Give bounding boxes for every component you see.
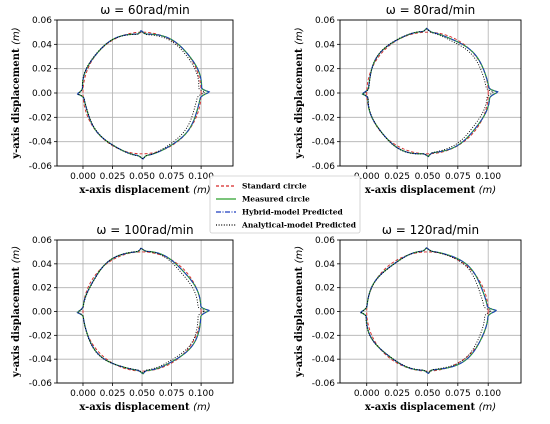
y-tick-label: 0.06: [32, 236, 52, 246]
y-tick-label: -0.02: [29, 331, 52, 341]
legend-label: Hybrid-model Predicted: [242, 208, 344, 217]
x-tick-label: 0.075: [445, 172, 471, 182]
x-tick-label: 0.050: [129, 389, 155, 399]
y-tick-label: 0.04: [315, 40, 335, 50]
y-tick-label: -0.02: [312, 113, 335, 123]
x-tick-label: 0.075: [159, 172, 185, 182]
series-hybrid: [76, 247, 211, 375]
subplot-4: 0.000 0.025 0.050 0.075 0.100 0.06 0.04 0.02 0.0…: [294, 223, 522, 413]
y-tick-label: -0.04: [29, 138, 53, 148]
x-axis-label: x-axis displacement (m): [365, 185, 496, 196]
y-tick-label: 0.02: [315, 284, 335, 294]
series-hybrid: [361, 27, 499, 158]
y-tick-label: -0.04: [312, 138, 336, 148]
subplot-title: ω = 100rad/min: [96, 223, 193, 237]
x-tick-label: 0.025: [384, 389, 410, 399]
x-tick-label: 0.100: [475, 389, 501, 399]
series-measured: [361, 27, 499, 158]
y-tick-label: 0.04: [315, 260, 335, 270]
subplot-2: 0.000 0.025 0.050 0.075 0.100 0.06 0.04 0.02 0.0…: [294, 3, 522, 196]
subplot-1: 0.000 0.025 0.050 0.075 0.100 0.06 0.04 0.02 0.0…: [11, 3, 234, 196]
x-tick-label: 0.050: [129, 172, 155, 182]
y-tick-label: -0.06: [312, 379, 336, 389]
x-tick-label: 0.100: [475, 172, 501, 182]
y-tick-label: 0.00: [32, 308, 52, 318]
legend: Standard circle Measured circle Hybrid-mod…: [209, 175, 361, 234]
x-tick-label: 0.100: [188, 389, 214, 399]
series-hybrid: [76, 30, 211, 160]
series-standard: [366, 31, 489, 155]
x-axis-label: x-axis displacement (m): [365, 402, 496, 413]
series-analytical: [77, 247, 206, 374]
x-tick-label: 0.050: [415, 172, 441, 182]
y-tick-label: 0.06: [315, 16, 335, 26]
series-measured: [76, 30, 211, 160]
y-tick-label: -0.02: [29, 113, 52, 123]
x-tick-label: 0.025: [100, 389, 126, 399]
y-tick-label: -0.06: [312, 162, 336, 172]
x-tick-label: 0.075: [159, 389, 185, 399]
legend-label: Standard circle: [242, 182, 307, 191]
y-tick-label: -0.06: [29, 379, 53, 389]
y-axis-label: y-axis displacement (m): [11, 27, 22, 159]
legend-label: Measured circle: [242, 195, 310, 204]
y-tick-label: 0.06: [315, 236, 335, 246]
x-tick-label: 0.000: [354, 172, 380, 182]
subplot-title: ω = 120rad/min: [382, 223, 479, 237]
x-tick-label: 0.025: [100, 172, 126, 182]
y-tick-label: 0.00: [315, 308, 335, 318]
y-tick-label: -0.04: [29, 355, 53, 365]
series-analytical: [77, 31, 206, 160]
y-tick-label: 0.06: [32, 16, 52, 26]
y-axis-label: y-axis displacement (m): [294, 246, 305, 378]
y-tick-label: 0.02: [32, 284, 52, 294]
x-tick-label: 0.050: [415, 389, 441, 399]
x-tick-label: 0.075: [445, 389, 471, 399]
y-tick-label: 0.04: [32, 260, 52, 270]
y-tick-label: -0.06: [29, 162, 53, 172]
series-measured: [76, 247, 210, 375]
subplot-title: ω = 80rad/min: [386, 3, 476, 17]
y-tick-label: 0.00: [315, 89, 335, 99]
legend-label: Analytical-model Predicted: [241, 221, 357, 230]
subplot-title: ω = 60rad/min: [100, 3, 190, 17]
series-measured: [359, 247, 497, 375]
x-axis-label: x-axis displacement (m): [79, 402, 210, 413]
y-tick-label: 0.02: [315, 65, 335, 75]
x-tick-label: 0.025: [384, 172, 410, 182]
x-tick-label: 0.000: [70, 172, 96, 182]
y-axis-label: y-axis displacement (m): [11, 246, 22, 378]
series-hybrid: [359, 247, 498, 375]
series-standard: [366, 251, 489, 372]
y-axis-label: y-axis displacement (m): [294, 27, 305, 159]
y-tick-label: -0.04: [312, 355, 336, 365]
y-tick-label: 0.04: [32, 40, 52, 50]
series-analytical: [363, 28, 495, 157]
x-tick-label: 0.000: [354, 389, 380, 399]
y-tick-label: 0.02: [32, 65, 52, 75]
y-tick-label: -0.02: [312, 331, 335, 341]
subplot-3: 0.000 0.025 0.050 0.075 0.100 0.06 0.04 0.02 0.0…: [11, 223, 234, 413]
x-tick-label: 0.000: [70, 389, 96, 399]
y-tick-label: 0.00: [32, 89, 52, 99]
x-axis-label: x-axis displacement (m): [79, 185, 210, 196]
x-tick-label: 0.100: [188, 172, 214, 182]
